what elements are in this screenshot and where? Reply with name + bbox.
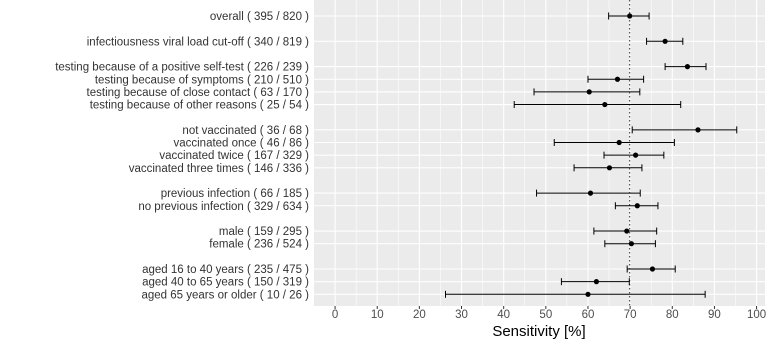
row-estimate	[513, 101, 682, 109]
row-label: testing because of close contact ( 63 / …	[87, 87, 310, 99]
row-estimate	[646, 37, 684, 45]
x-tick-label: 30	[455, 309, 468, 321]
row-label: male ( 159 / 295 )	[219, 226, 309, 238]
row-label: overall ( 395 / 820 )	[210, 11, 309, 23]
row-label: no previous infection ( 329 / 634 )	[138, 201, 309, 213]
row-estimate	[608, 12, 650, 20]
plot-panel	[314, 0, 765, 306]
point-estimate	[649, 266, 656, 272]
point-estimate	[614, 76, 621, 82]
point-estimate	[634, 203, 640, 209]
point-estimate	[633, 152, 639, 158]
row-estimate	[553, 139, 675, 146]
row-estimate	[593, 227, 658, 235]
x-tick-label: 0	[332, 309, 338, 321]
row-label: testing because of symptoms ( 210 / 510 …	[95, 74, 309, 86]
row-estimate	[536, 189, 641, 197]
x-tick-label: 60	[582, 309, 595, 321]
row-label: infectiousness viral load cut-off ( 340 …	[87, 36, 309, 48]
x-tick-label: 70	[624, 309, 637, 321]
row-estimate	[603, 151, 665, 159]
x-tick-label: 10	[371, 309, 384, 321]
row-estimate	[533, 88, 641, 96]
point-estimate	[624, 228, 630, 234]
x-tick-layer: 0 10 20 30 40 50 60 70 80 90 100	[332, 306, 766, 321]
x-tick-label: 90	[708, 309, 721, 321]
row-label: vaccinated once ( 46 / 86 )	[173, 138, 309, 150]
row-estimate	[664, 63, 707, 71]
row-label: previous infection ( 66 / 185 )	[161, 188, 309, 200]
x-tick-label: 40	[497, 309, 510, 321]
x-tick-label: 80	[666, 309, 679, 321]
row-label: aged 65 years or older ( 10 / 26 )	[142, 289, 310, 301]
row-label: vaccinated three times ( 146 / 336 )	[129, 163, 309, 175]
row-label: aged 40 to 65 years ( 150 / 319 )	[142, 277, 309, 289]
point-estimate	[593, 279, 600, 285]
point-estimate	[628, 241, 634, 247]
point-estimate	[586, 89, 592, 95]
point-estimate	[602, 101, 608, 108]
row-estimate	[614, 202, 659, 210]
point-estimate	[662, 38, 668, 44]
row-label: female ( 236 / 524 )	[209, 239, 309, 251]
point-estimate	[585, 291, 591, 297]
point-estimate	[616, 139, 622, 146]
row-estimate	[445, 290, 706, 298]
x-tick-label: 20	[413, 309, 426, 321]
row-label: testing because of other reasons ( 25 / …	[90, 100, 309, 112]
x-axis-title: Sensitivity [%]	[492, 323, 585, 340]
ci-layer	[445, 12, 738, 298]
row-label-layer: overall ( 395 / 820 ) infectiousness vira…	[55, 11, 309, 301]
row-label: testing because of a positive self-test …	[55, 62, 309, 74]
row-estimate	[560, 278, 630, 286]
row-estimate	[631, 126, 738, 134]
row-estimate	[604, 240, 656, 248]
point-estimate	[606, 165, 613, 171]
row-estimate	[626, 265, 676, 273]
point-estimate	[587, 190, 594, 196]
row-label: vaccinated twice ( 167 / 329 )	[159, 150, 309, 162]
x-tick-label: 100	[747, 309, 766, 321]
point-estimate	[684, 64, 691, 70]
row-label: aged 16 to 40 years ( 235 / 475 )	[142, 264, 309, 276]
point-estimate	[695, 127, 701, 133]
row-label: not vaccinated ( 36 / 68 )	[182, 125, 309, 137]
x-tick-label: 50	[539, 309, 552, 321]
point-estimate	[627, 13, 633, 19]
row-estimate	[587, 75, 645, 83]
row-estimate	[573, 164, 643, 172]
